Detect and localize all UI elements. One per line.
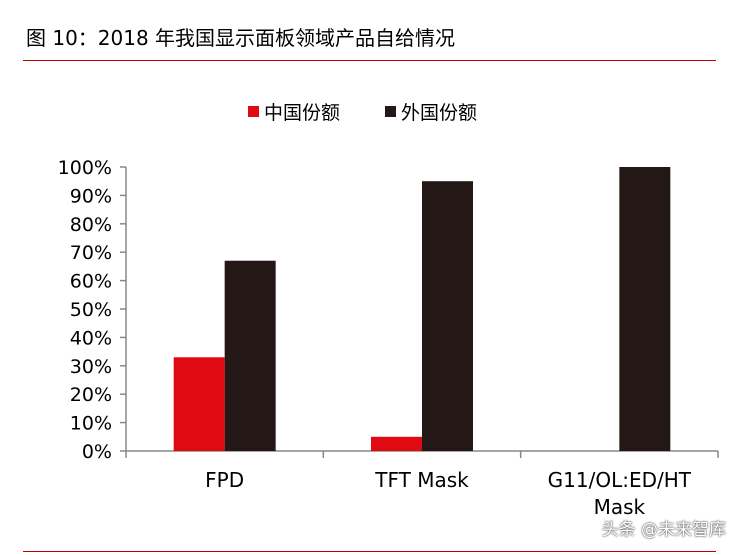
legend-swatch: [385, 106, 396, 117]
footer-rule: [23, 551, 716, 552]
y-axis: 0% 10% 20% 30% 40% 50% 60% 70% 80% 90% 100%: [58, 157, 127, 463]
y-tick-label: 10%: [70, 413, 112, 435]
title-rule: [23, 60, 716, 61]
legend-swatch: [248, 106, 259, 117]
y-tick-label: 50%: [70, 299, 112, 321]
legend: 中国份额 外国份额: [248, 102, 477, 124]
x-axis: FPD TFT Mask G11/OL:ED/HT Mask: [125, 450, 719, 519]
bar-china: [173, 357, 225, 451]
legend-label: 中国份额: [264, 102, 340, 124]
y-tick-label: 0%: [82, 441, 112, 463]
bar-china: [371, 436, 422, 451]
y-tick-label: 30%: [70, 356, 112, 378]
y-tick-label: 60%: [70, 271, 112, 293]
y-tick-label: 80%: [70, 214, 112, 236]
y-tick-label: 90%: [70, 185, 112, 207]
x-category-label: Mask: [594, 495, 646, 519]
y-tick-label: 100%: [58, 157, 112, 179]
legend-label: 外国份额: [401, 102, 477, 124]
y-tick-label: 70%: [70, 242, 112, 264]
x-category-label: TFT Mask: [374, 468, 469, 492]
x-category-label: FPD: [205, 468, 244, 492]
bars: [173, 167, 671, 451]
x-category-label: G11/OL:ED/HT: [548, 468, 692, 492]
bar-foreign: [619, 167, 671, 451]
bar-foreign: [224, 260, 276, 451]
figure-title: 图 10：2018 年我国显示面板领域产品自给情况: [26, 26, 456, 50]
bar-foreign: [422, 181, 473, 451]
y-tick-label: 20%: [70, 384, 112, 406]
watermark-text: 头条 @未来智库: [601, 520, 726, 540]
y-tick-label: 40%: [70, 327, 112, 349]
